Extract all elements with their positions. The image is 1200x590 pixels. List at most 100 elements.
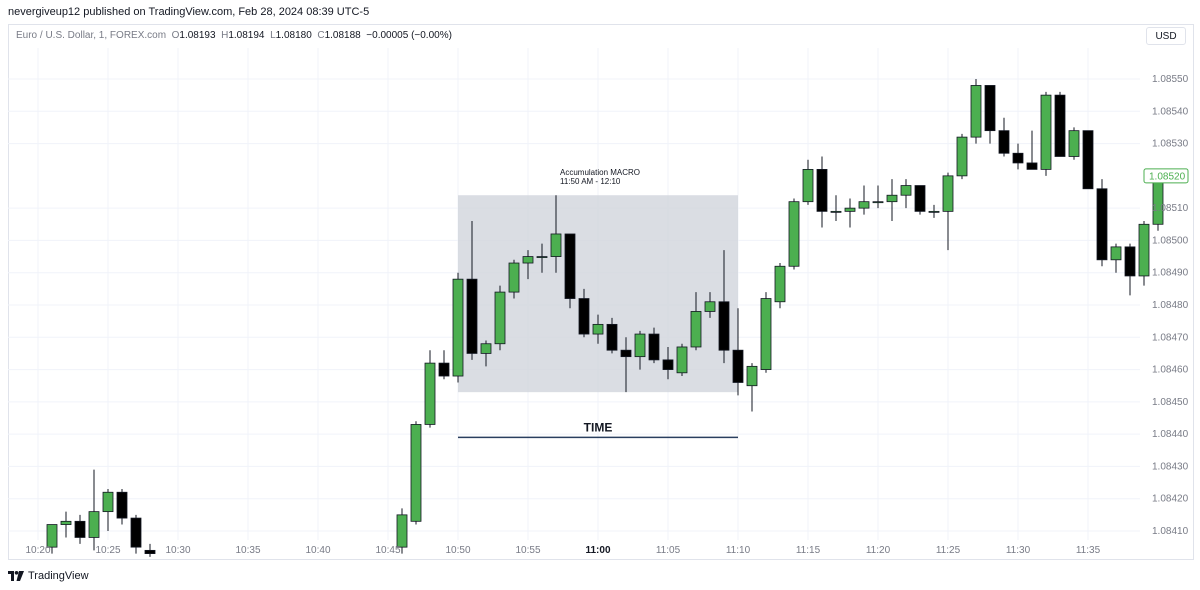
candle[interactable] — [1054, 91, 1066, 157]
candle[interactable] — [1012, 143, 1024, 170]
candle[interactable] — [60, 511, 72, 538]
candle[interactable] — [858, 185, 870, 215]
candle[interactable] — [550, 195, 562, 273]
candle-body-down — [718, 301, 730, 351]
candle[interactable] — [676, 343, 688, 377]
candle[interactable] — [564, 233, 576, 309]
candle[interactable] — [662, 346, 674, 380]
candle[interactable] — [494, 285, 506, 351]
candle[interactable] — [718, 250, 730, 364]
candle[interactable] — [942, 172, 954, 251]
candle[interactable] — [130, 514, 142, 554]
candle[interactable] — [536, 243, 548, 273]
candle[interactable] — [816, 156, 828, 228]
candle[interactable] — [74, 514, 86, 544]
candle[interactable] — [508, 259, 520, 299]
candle-body-up — [830, 210, 842, 213]
candle[interactable] — [522, 250, 534, 280]
candle[interactable] — [116, 489, 128, 525]
candle[interactable] — [466, 221, 478, 360]
candle[interactable] — [914, 185, 926, 215]
time-tick-label: 11:35 — [1076, 545, 1101, 556]
candle[interactable] — [1096, 179, 1108, 267]
current-price-tag-box — [1143, 168, 1189, 184]
candle[interactable] — [634, 330, 646, 370]
candle[interactable] — [746, 363, 758, 412]
candle[interactable] — [830, 195, 842, 222]
candle[interactable] — [1040, 91, 1052, 176]
candle-body-up — [746, 365, 758, 387]
candle[interactable] — [1082, 130, 1094, 190]
candle[interactable] — [102, 489, 114, 531]
candle[interactable] — [760, 292, 772, 373]
candle-body-down — [1054, 94, 1066, 157]
candle[interactable] — [732, 308, 744, 396]
top-bar: nevergiveup12 published on TradingView.c… — [0, 0, 1200, 24]
candle-body-up — [60, 520, 72, 525]
candle-body-down — [116, 491, 128, 519]
candle-body-down — [1026, 162, 1038, 170]
time-tick-label: 10:20 — [25, 545, 50, 556]
candle[interactable] — [1110, 243, 1122, 273]
time-tick-label: 11:30 — [1006, 545, 1031, 556]
price-tick-label: 1.08470 — [1152, 332, 1189, 343]
candle[interactable] — [438, 350, 450, 380]
candle-body-up — [690, 311, 702, 348]
candle[interactable] — [1068, 127, 1080, 160]
candle-body-up — [704, 301, 716, 312]
time-tick-label: 11:20 — [866, 545, 891, 556]
candle[interactable] — [998, 117, 1010, 157]
candle-body-up — [788, 201, 800, 267]
candle[interactable] — [788, 198, 800, 270]
candle[interactable] — [984, 85, 996, 144]
candle[interactable] — [424, 350, 436, 428]
candle[interactable] — [774, 263, 786, 309]
candle[interactable] — [606, 317, 618, 354]
candle-body-up — [858, 201, 870, 209]
tradingview-logo-icon — [8, 571, 24, 581]
candle-body-down — [466, 278, 478, 354]
accumulation-box-subtitle: 11:50 AM - 12:10 — [560, 177, 621, 186]
candle[interactable] — [648, 327, 660, 364]
candle-body-down — [1124, 246, 1136, 277]
candle[interactable] — [480, 340, 492, 367]
candle-body-up — [102, 491, 114, 513]
candle[interactable] — [886, 179, 898, 222]
footer[interactable]: TradingView — [8, 570, 89, 582]
candle[interactable] — [620, 337, 632, 393]
candle[interactable] — [928, 204, 940, 218]
open-value: 1.08193 — [179, 30, 216, 41]
candle[interactable] — [396, 508, 408, 554]
candle[interactable] — [690, 292, 702, 351]
candle[interactable] — [970, 79, 982, 144]
candle-body-up — [480, 343, 492, 354]
candle-body-down — [662, 359, 674, 370]
candle[interactable] — [144, 543, 156, 557]
candle[interactable] — [1138, 221, 1150, 286]
symbol-legend[interactable]: Euro / U.S. Dollar, 1, FOREX.com O1.0819… — [16, 30, 452, 41]
candle-body-up — [970, 85, 982, 138]
candle[interactable] — [900, 179, 912, 209]
currency-button[interactable]: USD — [1146, 27, 1186, 45]
candle[interactable] — [46, 524, 58, 554]
candle[interactable] — [956, 133, 968, 180]
price-axis[interactable]: 1.08550 1.08540 1.08530 1.08510 1.08500 1.084… — [1152, 74, 1189, 537]
candle[interactable] — [1124, 243, 1136, 296]
candle[interactable] — [872, 185, 884, 209]
candle-body-down — [144, 549, 156, 554]
candle[interactable] — [592, 314, 604, 344]
candle[interactable] — [88, 469, 100, 551]
candle[interactable] — [452, 272, 464, 383]
candle[interactable] — [578, 288, 590, 338]
candle[interactable] — [844, 198, 856, 228]
candle-body-up — [592, 323, 604, 335]
candle[interactable] — [1026, 130, 1038, 170]
candle[interactable] — [410, 421, 422, 525]
time-axis[interactable]: 10:20 10:25 10:30 10:35 10:40 10:45 10:50 10:55… — [25, 545, 1100, 556]
candle[interactable] — [802, 159, 814, 205]
candle-body-up — [522, 256, 534, 264]
candle[interactable] — [704, 292, 716, 318]
close-label: C — [317, 30, 325, 41]
candle-body-up — [536, 256, 548, 258]
